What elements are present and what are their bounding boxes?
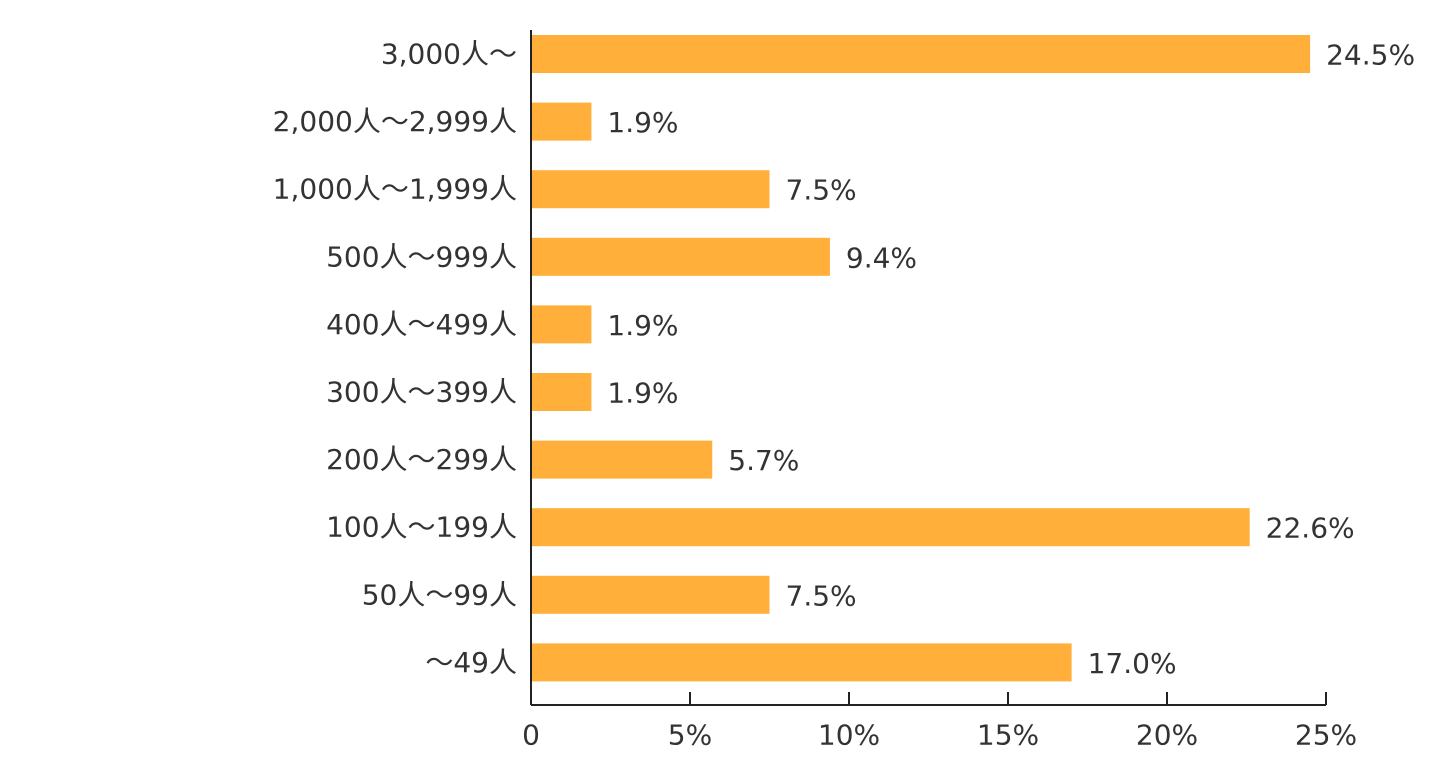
category-label-6: 200人〜299人 xyxy=(326,443,517,476)
value-label-0: 24.5% xyxy=(1326,39,1415,72)
bar-5 xyxy=(531,373,592,411)
x-tick-label-3: 15% xyxy=(977,719,1039,752)
axis-layer: 0 5% 10% 15% 20% 25% xyxy=(522,30,1357,752)
value-label-8: 7.5% xyxy=(786,579,857,612)
labels-layer: 3,000人〜 24.5% 2,000人〜2,999人 1.9% 1,000人〜1,99… xyxy=(273,38,1415,680)
bar-1 xyxy=(531,102,592,141)
value-label-1: 1.9% xyxy=(607,106,678,139)
category-label-5: 300人〜399人 xyxy=(326,376,517,409)
category-label-4: 400人〜499人 xyxy=(326,308,517,341)
category-label-8: 50人〜99人 xyxy=(362,578,517,611)
bar-4 xyxy=(531,305,592,344)
bar-8 xyxy=(531,575,770,614)
category-label-2: 1,000人〜1,999人 xyxy=(273,173,517,206)
bar-6 xyxy=(531,440,713,479)
bars-layer xyxy=(531,35,1311,682)
value-label-5: 1.9% xyxy=(607,377,678,410)
value-label-7: 22.6% xyxy=(1266,512,1355,545)
bar-7 xyxy=(531,508,1250,547)
bar-0 xyxy=(531,35,1311,73)
value-label-4: 1.9% xyxy=(607,309,678,342)
bar-3 xyxy=(531,237,830,276)
value-label-6: 5.7% xyxy=(728,444,799,477)
x-tick-label-1: 5% xyxy=(668,719,712,752)
category-label-3: 500人〜999人 xyxy=(326,240,517,273)
value-label-3: 9.4% xyxy=(846,241,917,274)
x-tick-label-4: 20% xyxy=(1136,719,1198,752)
value-label-2: 7.5% xyxy=(786,174,857,207)
category-label-7: 100人〜199人 xyxy=(326,511,517,544)
category-label-0: 3,000人〜 xyxy=(381,38,517,71)
bar-9 xyxy=(531,643,1072,682)
x-tick-label-0: 0 xyxy=(522,719,540,752)
x-tick-label-2: 10% xyxy=(818,719,880,752)
value-label-9: 17.0% xyxy=(1088,647,1177,680)
category-label-9: 〜49人 xyxy=(425,646,517,679)
category-label-1: 2,000人〜2,999人 xyxy=(273,105,517,138)
x-tick-label-5: 25% xyxy=(1295,719,1357,752)
bar-2 xyxy=(531,170,770,209)
